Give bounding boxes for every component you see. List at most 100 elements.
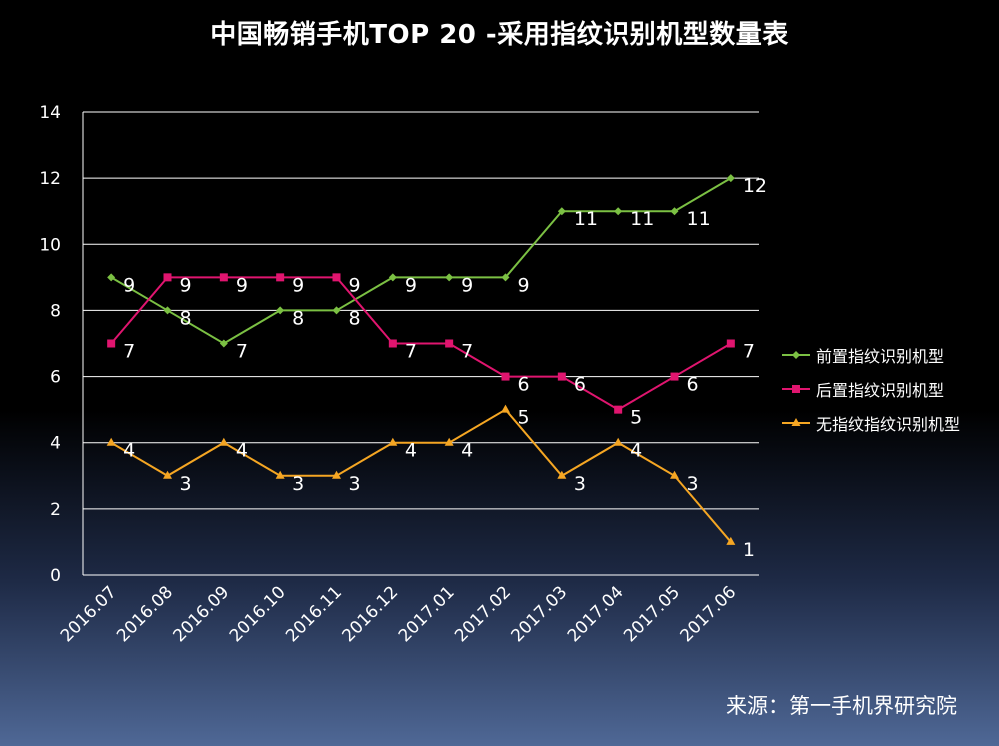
data-label: 8 — [292, 307, 304, 329]
data-point — [107, 339, 116, 348]
data-label: 6 — [574, 374, 586, 396]
x-tick-label: 2017.05 — [620, 582, 684, 646]
x-tick-label: 2017.04 — [564, 582, 628, 646]
data-point — [726, 536, 736, 545]
data-point — [219, 437, 229, 446]
legend-swatch-triangle-icon — [782, 418, 810, 426]
y-tick-label: 2 — [50, 500, 61, 520]
series-markers — [106, 174, 736, 545]
chart-title: 中国畅销手机TOP 20 -采用指纹识别机型数量表 — [210, 20, 789, 50]
data-label: 4 — [236, 440, 248, 462]
data-point — [726, 174, 735, 183]
data-label: 11 — [687, 208, 711, 230]
x-tick-label: 2017.03 — [508, 582, 572, 646]
data-point — [670, 470, 679, 479]
data-point — [107, 273, 116, 282]
x-tick-label: 2017.06 — [677, 582, 741, 646]
data-point — [332, 306, 341, 315]
data-point — [332, 470, 341, 479]
x-tick-label: 2016.07 — [57, 582, 121, 646]
data-label: 9 — [292, 274, 304, 296]
data-label: 3 — [180, 473, 192, 495]
y-tick-label: 6 — [50, 368, 61, 388]
data-label: 8 — [180, 307, 192, 329]
data-label: 6 — [687, 374, 699, 396]
data-point — [557, 207, 566, 216]
x-tick-label: 2016.11 — [282, 582, 346, 646]
series-line-1 — [110, 276, 732, 411]
legend-item-rear[interactable]: 后置指纹识别机型 — [782, 372, 960, 406]
legend-swatch-square-icon — [782, 385, 810, 393]
data-label: 9 — [123, 274, 135, 296]
data-point — [557, 470, 567, 479]
y-tick-label: 4 — [50, 434, 61, 454]
data-label: 12 — [743, 175, 767, 197]
data-label: 8 — [349, 307, 361, 329]
data-label: 9 — [236, 274, 248, 296]
y-tick-label: 12 — [39, 169, 61, 189]
data-point — [501, 273, 510, 282]
y-tick-label: 8 — [50, 301, 61, 321]
data-point — [163, 273, 172, 282]
data-point — [106, 437, 116, 446]
data-point — [388, 339, 397, 348]
data-point — [445, 273, 454, 282]
data-point — [614, 405, 623, 414]
data-point — [276, 273, 285, 282]
data-label: 6 — [518, 374, 530, 396]
data-label: 5 — [630, 407, 642, 429]
data-point — [388, 437, 398, 446]
data-labels: 9 8 7 8 8 9 9 9 11 11 11 12 7 9 9 9 9 7 7 6 6 5 6 7 4 3 4 3 3 4 4 5 3 4 3 1 — [123, 175, 767, 561]
data-point — [445, 339, 454, 348]
x-tick-label: 2016.12 — [339, 582, 403, 646]
data-point — [670, 372, 679, 381]
data-point — [219, 273, 228, 282]
data-point — [275, 470, 285, 479]
data-point — [557, 372, 566, 381]
y-tick-label: 10 — [39, 235, 61, 255]
data-label: 3 — [574, 473, 586, 495]
data-point — [670, 207, 679, 216]
data-label: 3 — [292, 473, 304, 495]
data-point — [614, 207, 623, 216]
data-label: 9 — [349, 274, 361, 296]
data-point — [501, 404, 510, 413]
data-label: 3 — [349, 473, 361, 495]
data-point — [332, 273, 341, 282]
data-point — [163, 470, 172, 479]
data-point — [276, 306, 285, 315]
y-tick-label: 0 — [50, 566, 61, 586]
data-label: 4 — [405, 440, 417, 462]
x-tick-labels: 2016.072016.082016.092016.102016.112016.… — [57, 582, 741, 646]
legend-label: 后置指纹识别机型 — [816, 381, 945, 400]
x-tick-label: 2016.10 — [226, 582, 290, 646]
data-point — [444, 437, 454, 446]
legend-label: 无指纹指纹识别机型 — [816, 415, 961, 434]
data-label: 4 — [123, 440, 135, 462]
legend-item-none[interactable]: 无指纹指纹识别机型 — [782, 406, 960, 440]
data-label: 9 — [461, 274, 473, 296]
legend-item-front[interactable]: 前置指纹识别机型 — [782, 338, 960, 372]
data-point — [501, 372, 510, 381]
data-label: 3 — [687, 473, 699, 495]
data-label: 9 — [180, 274, 192, 296]
x-tick-label: 2016.09 — [170, 582, 234, 646]
data-label: 9 — [518, 274, 530, 296]
series-line-2 — [110, 408, 732, 543]
legend: 前置指纹识别机型 后置指纹识别机型 无指纹指纹识别机型 — [782, 338, 960, 440]
series-line-0 — [110, 177, 732, 345]
data-point — [388, 273, 397, 282]
y-tick-labels: 0 2 4 6 8 10 12 14 — [39, 103, 61, 586]
data-label: 4 — [461, 440, 473, 462]
data-label: 7 — [405, 341, 417, 363]
data-label: 11 — [574, 208, 598, 230]
data-label: 7 — [236, 341, 248, 363]
data-point — [219, 339, 228, 348]
x-tick-label: 2017.01 — [395, 582, 459, 646]
data-label: 7 — [461, 341, 473, 363]
series-lines — [110, 177, 732, 543]
data-point — [163, 306, 172, 315]
y-tick-label: 14 — [39, 103, 61, 123]
legend-swatch-diamond-icon — [782, 351, 810, 359]
